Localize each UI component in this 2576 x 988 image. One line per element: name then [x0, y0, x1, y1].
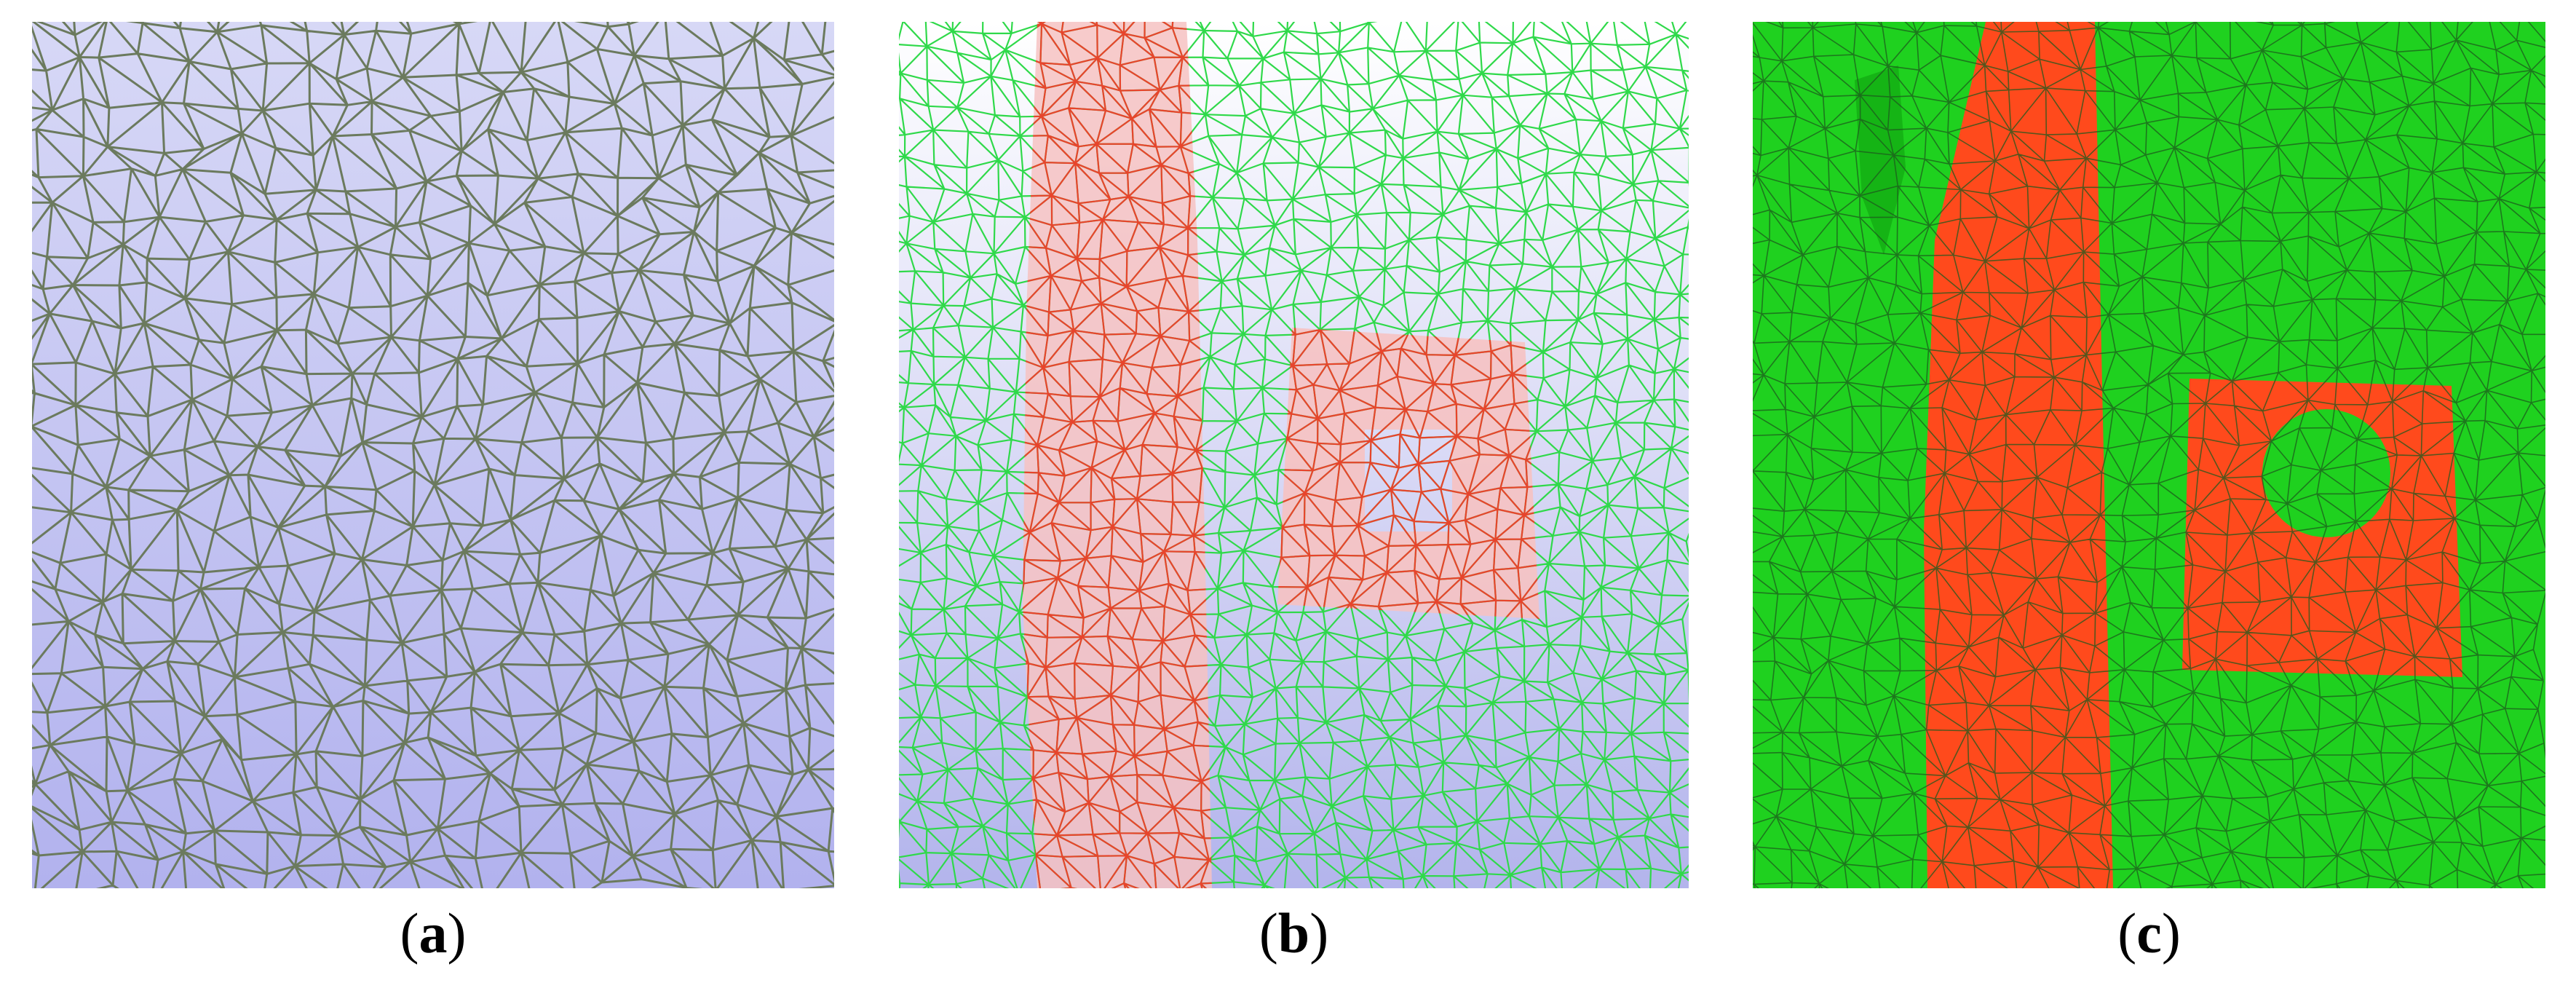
- mesh-shaded-image: [1753, 22, 2545, 888]
- caption-a-open: (: [400, 901, 419, 965]
- caption-c-close: ): [2161, 901, 2181, 965]
- panel-a-mesh-image: [32, 22, 834, 888]
- vertical-band-region: [1023, 22, 1212, 888]
- panel-c-mesh-image: [1753, 22, 2545, 888]
- caption-b-open: (: [1259, 901, 1278, 965]
- caption-c: (c): [1753, 897, 2545, 970]
- panel-b-mesh-image: [899, 22, 1689, 888]
- caption-a-close: ): [447, 901, 467, 965]
- caption-b-letter: b: [1277, 901, 1310, 965]
- caption-c-open: (: [2117, 901, 2137, 965]
- caption-b: (b): [899, 897, 1689, 970]
- mesh-plain-image: [32, 22, 834, 888]
- caption-a: (a): [32, 897, 834, 970]
- surface-background: [32, 22, 834, 888]
- caption-a-letter: a: [419, 901, 448, 965]
- shadow-region: [1855, 66, 1906, 255]
- caption-c-letter: c: [2136, 901, 2162, 965]
- triangle-mesh-lines: [1753, 22, 2545, 888]
- triangle-mesh-lines: [32, 22, 834, 888]
- mesh-highlighted-image: [899, 22, 1689, 888]
- caption-b-close: ): [1309, 901, 1329, 965]
